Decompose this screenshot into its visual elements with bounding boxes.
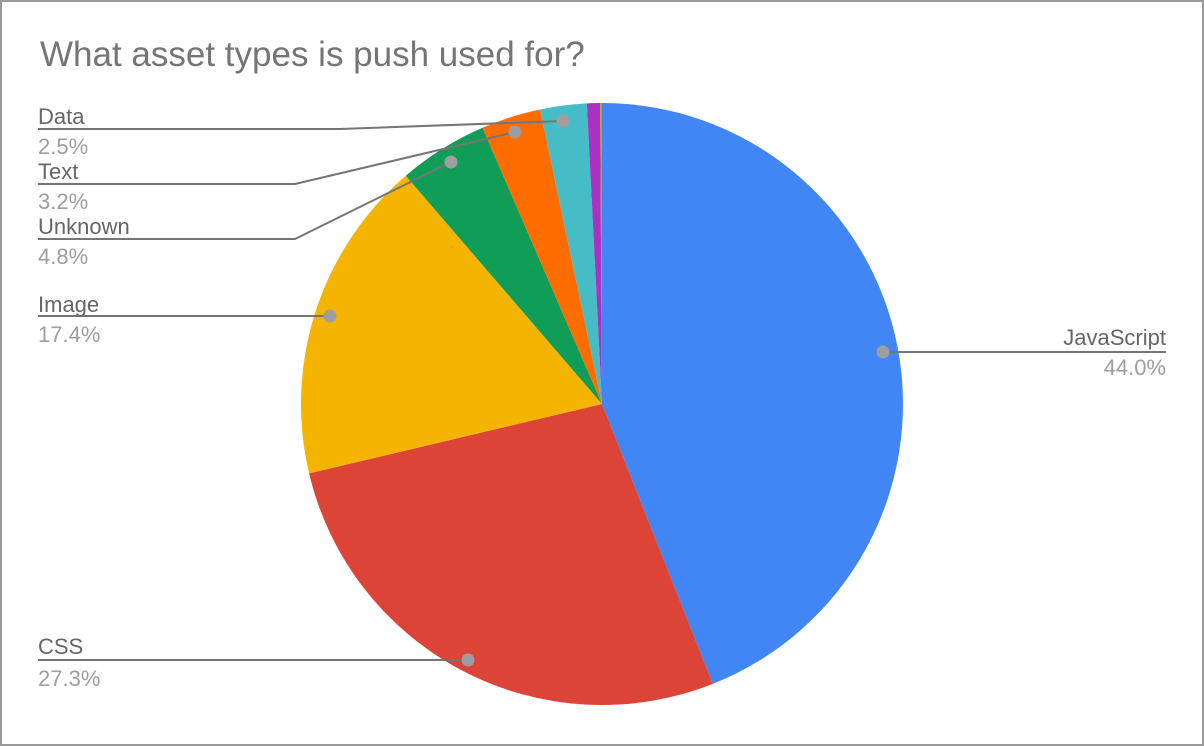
slice-label-text: Text	[38, 159, 78, 184]
callout-dot-data	[556, 114, 570, 128]
slice-pct-javascript: 44.0%	[1104, 355, 1166, 380]
callout-dot-css	[461, 653, 475, 667]
pie-slice-unknown	[405, 127, 602, 404]
callout-line-unknown	[38, 161, 452, 240]
callout-dot-javascript	[876, 345, 890, 359]
pie-slice-css	[309, 404, 713, 705]
pie-slice-javascript	[602, 103, 903, 684]
pie-slice-text	[482, 109, 602, 404]
slice-label-image: Image	[38, 292, 99, 317]
callout-dot-text	[508, 125, 522, 139]
slice-pct-text: 3.2%	[38, 189, 88, 214]
chart-title: What asset types is push used for?	[40, 35, 585, 74]
callout-dot-image	[323, 309, 337, 323]
pie-slice-image	[301, 175, 602, 474]
slice-pct-data: 2.5%	[38, 134, 88, 159]
slice-pct-unknown: 4.8%	[38, 244, 88, 269]
callout-line-text	[38, 131, 516, 185]
callout-line-data	[38, 120, 564, 130]
slice-pct-image: 17.4%	[38, 322, 100, 347]
slice-label-unknown: Unknown	[38, 214, 130, 239]
slice-label-css: CSS	[38, 634, 83, 659]
slice-pct-css: 27.3%	[38, 666, 100, 691]
pie-slice-unlabeled-7	[586, 103, 602, 404]
pie-slice-data	[540, 103, 602, 404]
slice-label-data: Data	[38, 104, 85, 129]
callout-dot-unknown	[444, 155, 458, 169]
slice-label-javascript: JavaScript	[1063, 325, 1166, 350]
pie-slice-unlabeled-8	[600, 103, 602, 404]
